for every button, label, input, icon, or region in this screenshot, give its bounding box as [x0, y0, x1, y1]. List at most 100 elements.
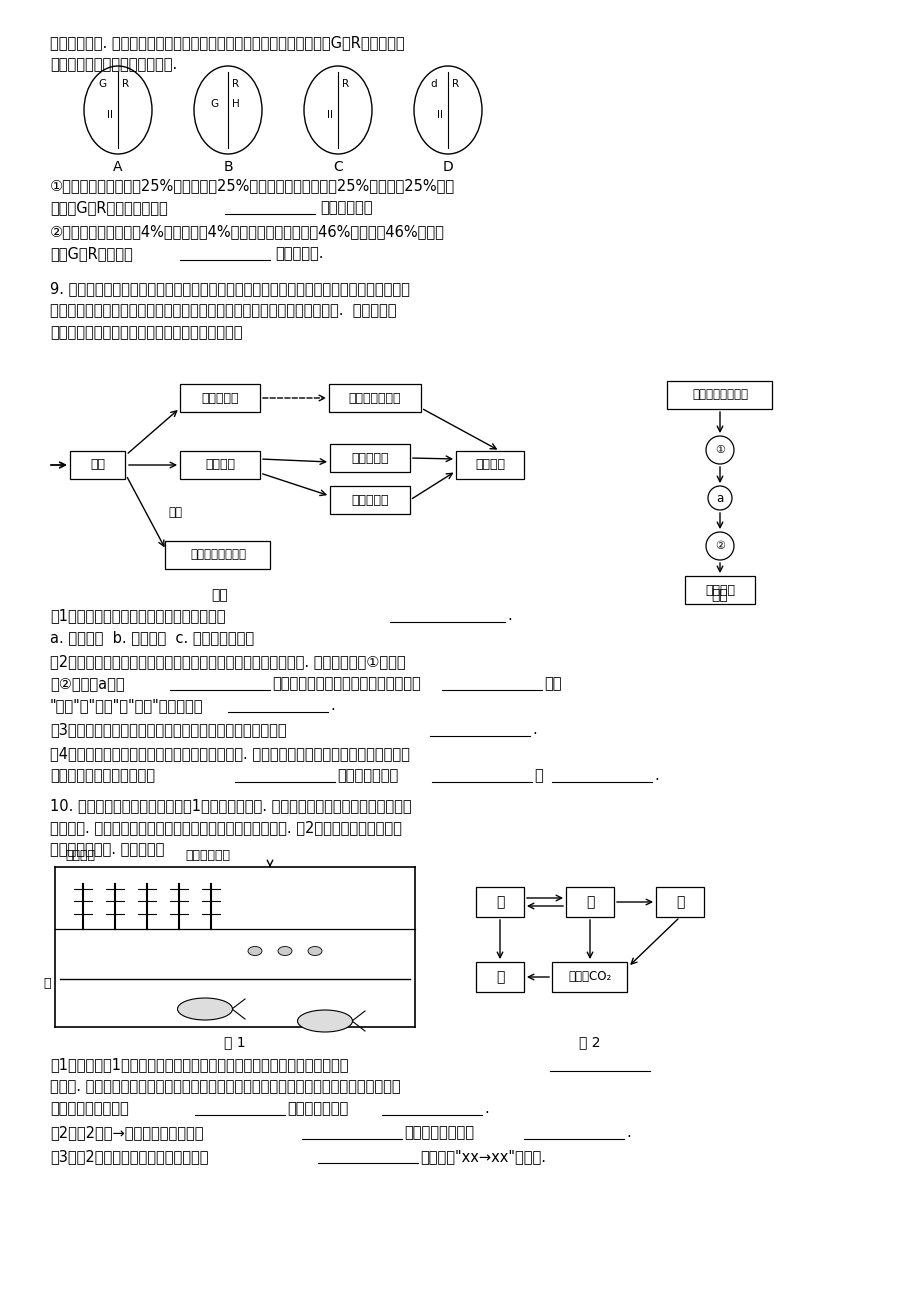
Text: 乙: 乙 [495, 894, 504, 909]
Text: II: II [107, 109, 113, 120]
Text: （4）人体血糖调节的方式与血压调节有类似之处. 在人体血糖浓度维持相对稳定的过程中，: （4）人体血糖调节的方式与血压调节有类似之处. 在人体血糖浓度维持相对稳定的过程… [50, 746, 410, 760]
Text: 部分过程示意图. 据图分析：: 部分过程示意图. 据图分析： [50, 842, 165, 857]
Text: 弯隆下器: 弯隆下器 [704, 583, 734, 596]
Text: 可推断G、R基因最可能是图: 可推断G、R基因最可能是图 [50, 201, 167, 215]
Text: 所示的位置.: 所示的位置. [275, 246, 323, 260]
Text: （3）血压的调节过程离不开信息的传递，图中的信号分子有: （3）血压的调节过程离不开信息的传递，图中的信号分子有 [50, 723, 287, 737]
Text: （3）图2中漏画了一个箭头，该箭头是: （3）图2中漏画了一个箭头，该箭头是 [50, 1148, 209, 1164]
Text: .: . [330, 698, 335, 713]
Text: 肾上腺皮质激素: 肾上腺皮质激素 [348, 392, 401, 405]
Ellipse shape [308, 947, 322, 956]
Text: 丁: 丁 [675, 894, 684, 909]
Text: 参与血糖调节的内分泌腺是: 参与血糖调节的内分泌腺是 [50, 768, 154, 783]
FancyBboxPatch shape [180, 384, 260, 411]
Text: （2）图2的甲→丁中碳的流动形式是: （2）图2的甲→丁中碳的流动形式是 [50, 1125, 203, 1141]
Text: 弯隆下器: 弯隆下器 [205, 458, 234, 471]
Text: 血管升压素: 血管升压素 [351, 452, 389, 465]
FancyBboxPatch shape [330, 486, 410, 514]
Text: 某神经递质: 某神经递质 [351, 493, 389, 506]
Text: （1）要维持图1所示生态系统的正常运行，一定要将装置放在适宜温度和有: （1）要维持图1所示生态系统的正常运行，一定要将装置放在适宜温度和有 [50, 1057, 348, 1072]
FancyBboxPatch shape [552, 962, 627, 992]
Text: 调节血压升高的部分结构，请据图回答下列问题：: 调节血压升高的部分结构，请据图回答下列问题： [50, 326, 243, 340]
Text: ，乙和丙的关系为: ，乙和丙的关系为 [403, 1125, 473, 1141]
Text: .: . [531, 723, 536, 737]
Text: 能力，其基础是: 能力，其基础是 [287, 1101, 348, 1116]
Text: 藻类植物: 藻类植物 [65, 849, 95, 862]
FancyBboxPatch shape [655, 887, 703, 917]
Text: 图 2: 图 2 [579, 1035, 600, 1049]
Text: 所示的位置；: 所示的位置； [320, 201, 372, 215]
FancyBboxPatch shape [71, 450, 125, 479]
FancyBboxPatch shape [667, 381, 772, 409]
Text: 环境中CO₂: 环境中CO₂ [568, 970, 611, 983]
Text: 图二: 图二 [711, 589, 728, 602]
Text: 体上的位置关系（不考虑突变）.: 体上的位置关系（不考虑突变）. [50, 57, 177, 72]
Text: 延髓: 延髓 [90, 458, 106, 471]
Text: G: G [97, 79, 106, 89]
Text: （2）图示表明第三脑室前侧腹区与弯窿下器之间存在着神经连接. 图二中神经元①和神经: （2）图示表明第三脑室前侧腹区与弯窿下器之间存在着神经连接. 图二中神经元①和神… [50, 654, 405, 669]
Text: R: R [122, 79, 130, 89]
Text: ②: ② [714, 542, 724, 551]
FancyBboxPatch shape [565, 887, 613, 917]
Circle shape [708, 486, 732, 510]
Text: 9. 人体调节心血管活动的中枢广泛分布于从脊髓到大脑皮层的各个水平，构成复杂的网络，: 9. 人体调节心血管活动的中枢广泛分布于从脊髓到大脑皮层的各个水平，构成复杂的网… [50, 281, 410, 296]
Text: ，相应的激素有: ，相应的激素有 [336, 768, 398, 783]
Text: A: A [113, 160, 122, 174]
Text: .: . [653, 768, 658, 783]
FancyBboxPatch shape [180, 450, 260, 479]
Ellipse shape [278, 947, 291, 956]
Circle shape [705, 533, 733, 560]
Text: D: D [442, 160, 453, 174]
Text: d: d [430, 79, 437, 89]
Text: 适当泵入空气: 适当泵入空气 [185, 849, 230, 862]
Text: G: G [210, 99, 218, 109]
Text: 甲: 甲 [585, 894, 594, 909]
Text: 第三脑室前侧腹区: 第三脑室前侧腹区 [190, 548, 245, 561]
Text: 和: 和 [533, 768, 542, 783]
Text: II: II [326, 109, 333, 120]
Text: ①若精子呈现绿色荧光25%、红色荧光25%、绿色和红色荧光叠加25%、无荧光25%，则: ①若精子呈现绿色荧光25%、红色荧光25%、绿色和红色荧光叠加25%、无荧光25… [50, 178, 455, 193]
Text: 红色荧光叠加. 请根据该家兔产生精子的性状及比例，判断并从图中选出G、R基因在染色: 红色荧光叠加. 请根据该家兔产生精子的性状及比例，判断并从图中选出G、R基因在染… [50, 35, 404, 49]
Text: （结构），在该处兴奋的传递方向应为: （结构），在该处兴奋的传递方向应为 [272, 676, 420, 691]
Text: B: B [223, 160, 233, 174]
Text: （填: （填 [543, 676, 561, 691]
Text: "双向"、"向上"或"向下"），原因是: "双向"、"向上"或"向下"），原因是 [50, 698, 203, 713]
Text: R: R [452, 79, 460, 89]
Text: 抑制: 抑制 [168, 505, 182, 518]
Text: 中央杏仁核: 中央杏仁核 [201, 392, 239, 405]
FancyBboxPatch shape [475, 887, 524, 917]
Text: 网: 网 [43, 976, 51, 990]
FancyBboxPatch shape [456, 450, 524, 479]
Ellipse shape [84, 66, 152, 154]
Text: ②若精子呈现绿色荧光4%、红色荧光4%、绿色和红色荧光叠加46%、无荧光46%，则可: ②若精子呈现绿色荧光4%、红色荧光4%、绿色和红色荧光叠加46%、无荧光46%，… [50, 224, 445, 240]
Text: .: . [506, 608, 511, 622]
Text: II: II [437, 109, 443, 120]
Text: 生态系统具有一定的: 生态系统具有一定的 [50, 1101, 129, 1116]
Text: R: R [233, 79, 239, 89]
Text: 10. 某研究性学习小组设计了如图1所示的生态系统. 水体中有藻类植物、水蚤、鲤鱼、腐: 10. 某研究性学习小组设计了如图1所示的生态系统. 水体中有藻类植物、水蚤、鲤… [50, 798, 411, 812]
Text: （用格式"xx→xx"表示）.: （用格式"xx→xx"表示）. [420, 1148, 545, 1164]
Text: 推断G、R基因是图: 推断G、R基因是图 [50, 246, 132, 260]
Text: .: . [625, 1125, 630, 1141]
FancyBboxPatch shape [330, 444, 410, 473]
FancyBboxPatch shape [685, 575, 754, 604]
Text: a: a [716, 491, 723, 504]
Text: 生细菌等. 水蚤以藻类植物为食，鲤鱼以水蚤和藻类植物为食. 图2为该生态系统的碳循环: 生细菌等. 水蚤以藻类植物为食，鲤鱼以水蚤和藻类植物为食. 图2为该生态系统的碳… [50, 820, 402, 835]
FancyBboxPatch shape [475, 962, 524, 992]
Circle shape [705, 436, 733, 464]
Text: C: C [333, 160, 343, 174]
Ellipse shape [303, 66, 371, 154]
Text: 并通过多种神经递质共同调节心血管的活动，其中血压调节的中枢位于延髓.  如图示人体: 并通过多种神经递质共同调节心血管的活动，其中血压调节的中枢位于延髓. 如图示人体 [50, 303, 396, 318]
FancyBboxPatch shape [329, 384, 421, 411]
Text: 第三脑室前侧腹区: 第三脑室前侧腹区 [691, 388, 747, 401]
Text: 图 1: 图 1 [224, 1035, 245, 1049]
Ellipse shape [414, 66, 482, 154]
Text: 丙: 丙 [495, 970, 504, 984]
Ellipse shape [177, 999, 233, 1019]
Text: 血压升高: 血压升高 [474, 458, 505, 471]
Ellipse shape [248, 947, 262, 956]
Text: 的地方. 某种因素使得生产者短时间内大量减少，但一段时间后又恢复到原有水平，说明该: 的地方. 某种因素使得生产者短时间内大量减少，但一段时间后又恢复到原有水平，说明… [50, 1079, 400, 1094]
Text: 图一: 图一 [211, 589, 228, 602]
Text: 元②之间的a处为: 元②之间的a处为 [50, 676, 124, 691]
Ellipse shape [194, 66, 262, 154]
